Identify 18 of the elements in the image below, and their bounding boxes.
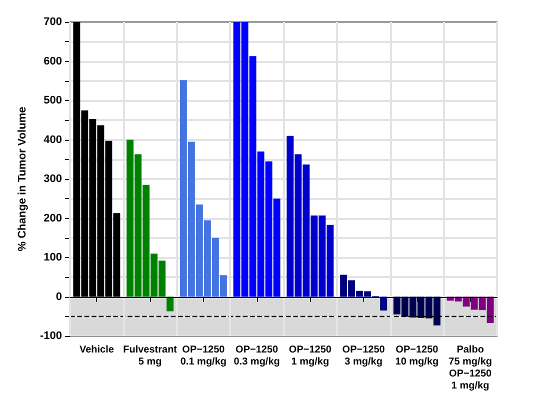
y-tick-label: -100: [40, 330, 62, 342]
x-tick-label: Vehicle: [79, 344, 114, 356]
y-tick-label: 600: [44, 55, 62, 68]
y-tick-label: 400: [44, 134, 62, 146]
x-tick-label: Palbo 75 mg/kg OP−1250 1 mg/kg: [448, 344, 492, 392]
x-tick-label: OP−1250 0.1 mg/kg: [180, 344, 227, 368]
y-tick-label: 0: [56, 290, 62, 303]
x-tick-label: OP−1250 10 mg/kg: [395, 344, 439, 368]
y-tick-label: 100: [44, 252, 62, 264]
y-axis-title: % Change in Tumor Volume: [16, 106, 28, 252]
x-tick-label: Fulvestrant 5 mg: [123, 344, 178, 368]
x-tick-label: OP−1250 1 mg/kg: [288, 344, 332, 368]
y-tick-label: 500: [44, 94, 62, 106]
y-tick-label: 700: [44, 16, 62, 28]
x-tick-label: OP−1250 3 mg/kg: [342, 344, 386, 368]
x-tick-label: OP−1250 0.3 mg/kg: [234, 344, 280, 368]
y-tick-label: 200: [44, 212, 62, 224]
y-tick-label: 300: [44, 173, 62, 185]
